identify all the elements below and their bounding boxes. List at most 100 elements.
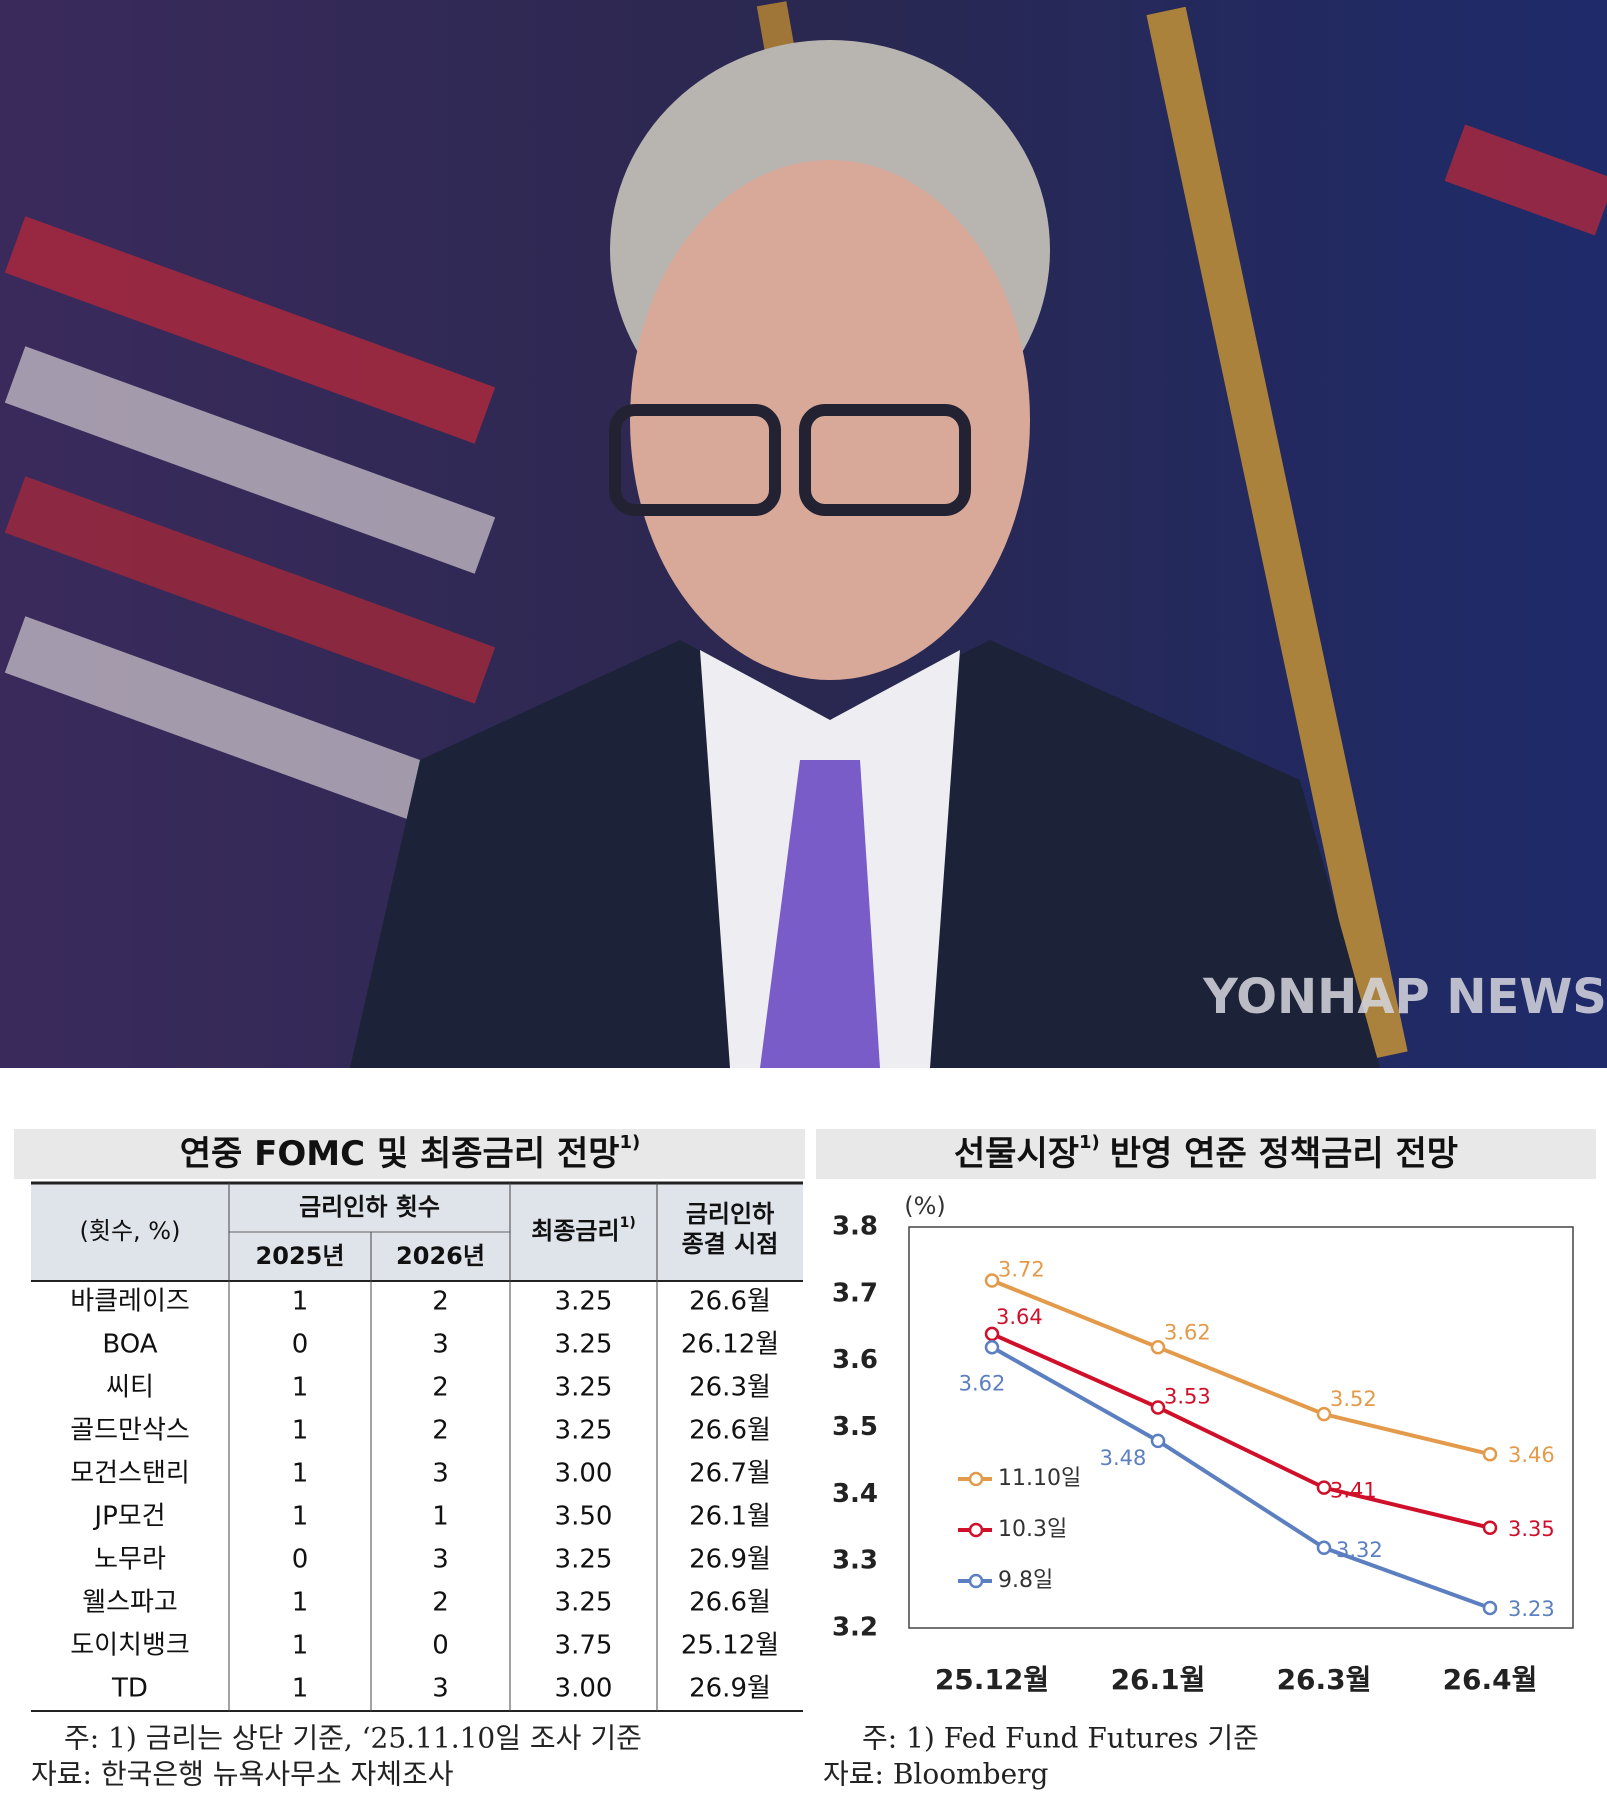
y-tick-label: 3.5	[832, 1412, 878, 1442]
chart-title-bar	[816, 1129, 1596, 1179]
table-cell: 바클레이즈	[70, 1287, 190, 1317]
table-cell: 26.9월	[689, 1674, 771, 1704]
table-cell: 1	[292, 1459, 309, 1489]
series-line	[991, 1278, 1491, 1457]
table-cell: 26.12월	[681, 1330, 779, 1360]
table-cell: 1	[292, 1373, 309, 1403]
header-cell: 금리인하	[686, 1200, 774, 1228]
y-tick-label: 3.4	[832, 1479, 878, 1509]
point	[1482, 1520, 1498, 1535]
table-cell: 3.25	[555, 1416, 613, 1446]
header-cell: 금리인하 횟수	[299, 1193, 440, 1221]
table-cell: 26.6월	[689, 1416, 771, 1446]
table-cell: 노무라	[94, 1545, 166, 1575]
table-cell: 3.50	[555, 1502, 613, 1532]
table-cell: 2	[432, 1373, 449, 1403]
point	[1316, 1480, 1332, 1495]
table-cell: JP모건	[92, 1502, 165, 1532]
point	[984, 1326, 1000, 1342]
series-line	[991, 1345, 1491, 1610]
value-label: 3.62	[1164, 1320, 1211, 1344]
header-cell: (횟수, %)	[80, 1217, 181, 1245]
point	[1150, 1433, 1166, 1449]
point	[984, 1273, 1000, 1288]
table-cell: 1	[292, 1502, 309, 1532]
header-cell: 2026년	[396, 1242, 485, 1270]
table-cell: 0	[432, 1631, 449, 1661]
header-cell: 최종금리1)	[531, 1215, 635, 1245]
x-tick-label: 25.12월	[935, 1663, 1049, 1696]
table-cell: 3	[432, 1545, 449, 1575]
series-line	[991, 1332, 1491, 1530]
y-unit: (%)	[904, 1192, 946, 1220]
table-cell: 3.00	[555, 1674, 613, 1704]
table-cell: 3.25	[555, 1588, 613, 1618]
table-cell: 26.6월	[689, 1588, 771, 1618]
table-cell: 3.25	[555, 1330, 613, 1360]
table-title-bar	[14, 1129, 805, 1179]
legend-marker	[968, 1471, 984, 1487]
table-cell: 씨티	[106, 1373, 154, 1403]
table-cell: 3	[432, 1330, 449, 1360]
value-label: 3.48	[1100, 1446, 1147, 1470]
table: 연중 FOMC 및 최종금리 전망1) (횟수, %) 금리인하 횟수 2025년 2…	[14, 1129, 805, 1791]
header-note: 1)	[620, 1215, 636, 1231]
table-cell: 웰스파고	[82, 1588, 178, 1618]
value-label: 3.35	[1508, 1517, 1555, 1541]
table-cell: 0	[292, 1330, 309, 1360]
x-tick-label: 26.3월	[1277, 1663, 1372, 1696]
chart-title: 선물시장1) 반영 연준 정책금리 전망	[954, 1132, 1458, 1174]
table-cell: 1	[292, 1287, 309, 1317]
chart-source: 자료: Bloomberg	[823, 1758, 1049, 1791]
table-cell: 3.00	[555, 1459, 613, 1489]
value-label: 3.41	[1330, 1479, 1377, 1503]
point	[1150, 1400, 1166, 1415]
value-label: 3.23	[1508, 1597, 1555, 1621]
x-tick-label: 26.1월	[1111, 1663, 1206, 1696]
table-source: 자료: 한국은행 뉴욕사무소 자체조사	[31, 1758, 454, 1791]
table-cell: TD	[111, 1674, 148, 1704]
point	[1316, 1540, 1332, 1556]
point	[1482, 1446, 1498, 1462]
legend-marker	[968, 1522, 984, 1538]
table-cell: 26.6월	[689, 1287, 771, 1317]
chart-note: 주: 1) Fed Fund Futures 기준	[862, 1722, 1259, 1755]
table-cell: 3.25	[555, 1287, 613, 1317]
y-tick-label: 3.6	[832, 1345, 878, 1375]
value-label: 3.32	[1336, 1538, 1383, 1562]
header-text: 최종금리	[531, 1217, 619, 1245]
table-cell: 1	[292, 1631, 309, 1661]
table-cell: 1	[292, 1588, 309, 1618]
header-cell: 2025년	[256, 1242, 345, 1270]
table-cell: 26.7월	[689, 1459, 771, 1489]
table-cell: 26.3월	[689, 1373, 771, 1403]
legend-label: 10.3일	[998, 1517, 1067, 1542]
watermark: YONHAP NEWS	[1202, 969, 1607, 1025]
value-label: 3.53	[1164, 1384, 1211, 1408]
table-cell: 골드만삭스	[70, 1416, 190, 1446]
photo: YONHAP NEWS	[0, 0, 1607, 1068]
table-cell: 도이치뱅크	[70, 1631, 190, 1661]
y-tick-label: 3.3	[832, 1546, 878, 1576]
point	[1316, 1406, 1332, 1422]
table-cell: 1	[292, 1416, 309, 1446]
table-cell: 25.12월	[681, 1631, 779, 1661]
table-cell: 1	[432, 1502, 449, 1532]
legend-label: 9.8일	[998, 1568, 1053, 1593]
header-cell: 종결 시점	[682, 1230, 779, 1258]
value-label: 3.52	[1330, 1387, 1377, 1411]
table-cell: 3.25	[555, 1373, 613, 1403]
point	[1150, 1340, 1166, 1355]
table-cell: 2	[432, 1416, 449, 1446]
value-label: 3.62	[959, 1371, 1006, 1395]
point	[1482, 1600, 1498, 1616]
table-cell: 26.1월	[689, 1502, 771, 1532]
table-cell: 26.9월	[689, 1545, 771, 1575]
table-cell: 3	[432, 1674, 449, 1704]
x-tick-label: 26.4월	[1443, 1663, 1538, 1696]
table-cell: 0	[292, 1545, 309, 1575]
value-label: 3.46	[1508, 1443, 1555, 1467]
table-note: 주: 1) 금리는 상단 기준, ‘25.11.10일 조사 기준	[64, 1722, 642, 1755]
plot-area	[908, 1226, 1574, 1629]
